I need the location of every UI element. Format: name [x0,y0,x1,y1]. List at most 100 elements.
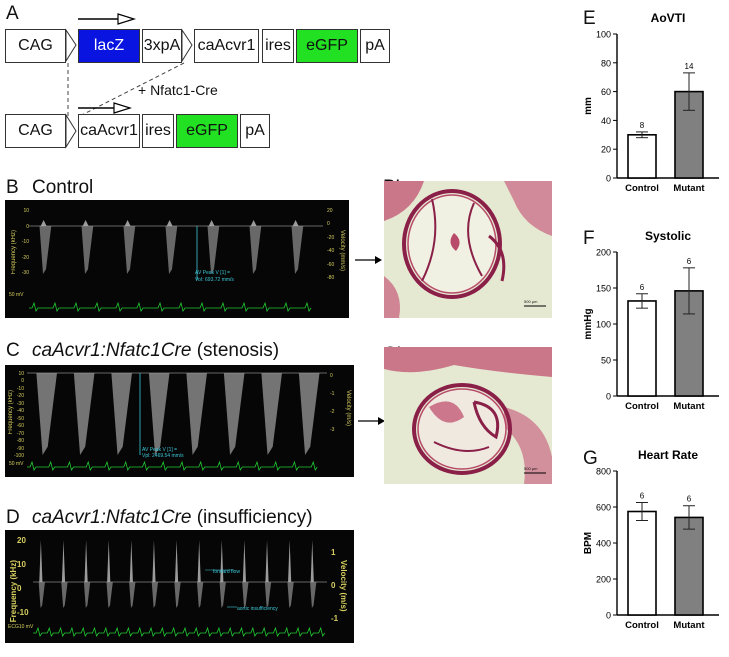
panel-label-a: A [6,3,19,24]
panel-label-g: G [583,448,598,469]
doppler-control-ecg: 50 mV [9,292,24,298]
chart-y-tick-label: 60 [601,87,611,97]
chart-n-label: 6 [640,492,645,501]
title-insufficiency-phenotype: (insufficiency) [191,507,313,528]
chart-category-label: Mutant [673,401,705,412]
title-insufficiency: caAcvr1:Nfatc1Cre (insufficiency) [32,507,313,529]
us-c-ticks-left-tick: -100 [13,453,24,459]
us-d-beat [174,582,181,608]
chart-y-tick-label: 100 [596,320,611,330]
us-b-beat [123,226,136,274]
chart-n-label: 6 [640,283,645,292]
construct-lines [65,13,193,149]
doppler-insufficiency-tick-right: -1 [331,614,339,623]
us-d-beat-forward [39,540,43,582]
chart-bar [627,510,657,616]
chart-category-label: Mutant [673,620,705,631]
chart-y-tick-label: 0 [606,392,611,402]
us-b-beat-forward [250,220,257,226]
panel-label-d: D [6,507,20,528]
us-d-beat-forward [197,540,201,582]
construct-ires: ires [262,29,294,63]
histology-control-scale: 500 μm [524,299,538,304]
us-d-beat [129,582,136,608]
doppler-insufficiency-tick-right: 0 [331,581,336,590]
us-c-ticks-right-tick: 0 [330,373,333,379]
construct-cag-recombined: CAG [5,114,66,148]
doppler-stenosis-annotation-1: AV Peak V [1] = [142,447,178,453]
doppler-insufficiency-trace [5,530,354,643]
us-b-beat-forward [208,220,215,226]
us-d-beat [242,582,249,608]
chart-category-label: Control [625,401,659,412]
doppler-control: Frequency (kHz) Velocity (mm/s) 50 mV AV… [5,200,349,318]
construct-3xpa: 3xpA [142,29,182,63]
us-c-beat [261,373,282,455]
histology-control: 500 μm [384,181,552,318]
us-c-beat [148,373,170,455]
us-b-ticks-right-tick: -20 [327,234,335,241]
us-d-beat [196,582,204,608]
us-c-bg [5,365,354,477]
us-b-ticks-left-tick: -20 [21,254,29,261]
us-c-ticks-right-tick: -1 [330,391,335,397]
chart-heart-rate: Heart Rate BPM 0 200 400 600 800 6 Control 6 Mutan… [583,448,719,631]
chart-y-tick-label: 600 [596,503,611,513]
us-c-beat [36,373,57,455]
doppler-stenosis-vel-label: Velocity (m/s) [345,390,351,427]
us-d-beat [61,582,68,608]
us-d-beat [219,582,226,608]
us-c-beat [73,373,95,455]
us-d-beat-forward [265,540,269,582]
chart-y-tick-label: 100 [596,30,611,40]
title-control: Control [32,177,94,198]
construct-egfp-recombined: eGFP [176,114,238,148]
doppler-insufficiency-annotation-2: aortic insufficiency [237,606,278,612]
chart-systolic: Systolic mmHg 0 50 100 150 200 6 Control 6 Mutant [583,229,719,412]
chart-y-label: mm [583,97,594,115]
us-b-ticks-left-tick: 0 [26,223,29,230]
panel-label-f: F [583,228,595,249]
arrow-b-to-histology [355,256,382,264]
us-d-beat-forward [174,540,179,582]
chart-bar [674,516,704,616]
construct-lacz: lacZ [78,29,140,63]
cre-label: + Nfatc1-Cre [138,82,218,98]
us-b-beat [291,226,304,274]
chart-title: Heart Rate [638,448,698,462]
doppler-control-annotation-2: VoI: 693.72 mm/s [195,277,234,283]
us-c-ticks-left-tick: -30 [16,400,24,407]
doppler-control-freq-label: Frequency (kHz) [11,230,17,275]
us-b-beat [207,226,220,274]
us-d-beat-forward [61,540,66,582]
us-b-beat-forward [292,220,299,226]
construct-caacvr1-recombined: caAcvr1 [78,114,140,148]
panel-label-b: B [6,177,19,198]
us-d-beat [38,582,45,608]
us-d-beat-forward [129,540,133,582]
chart-y-tick-label: 200 [596,248,611,258]
chart-title: Systolic [645,229,691,243]
chart-bar [627,134,657,179]
doppler-insufficiency-annotation-1: forward flow [213,569,240,575]
doppler-control-vel-label: Velocity (mm/s) [339,230,345,272]
us-d-beat [287,582,294,608]
chart-y-tick-label: 0 [606,174,611,184]
construct-caacvr1: caAcvr1 [194,29,259,63]
histology-stenosis: 500 μm [384,347,552,484]
us-b-ticks-right-tick: -40 [327,248,335,255]
us-c-ticks-left-tick: 10 [18,371,24,377]
title-stenosis: caAcvr1:Nfatc1Cre (stenosis) [32,340,279,362]
doppler-insufficiency: Frequency (kHz) Velocity (m/s) ECG10 mV … [5,530,354,643]
us-d-beat [106,582,113,608]
chart-y-tick-label: 40 [601,116,611,126]
us-c-ticks-left-tick: -50 [16,415,24,422]
us-b-ticks-left-tick: -10 [21,239,29,245]
us-d-beat-forward [152,540,156,582]
construct-ires-recombined: ires [142,114,174,148]
chart-y-tick-label: 150 [596,284,611,294]
chart-y-tick-label: 20 [601,145,611,155]
us-b-beat-forward [40,220,47,226]
us-b-ticks-right-tick: 20 [327,208,333,214]
chart-n-label: 6 [687,495,692,504]
